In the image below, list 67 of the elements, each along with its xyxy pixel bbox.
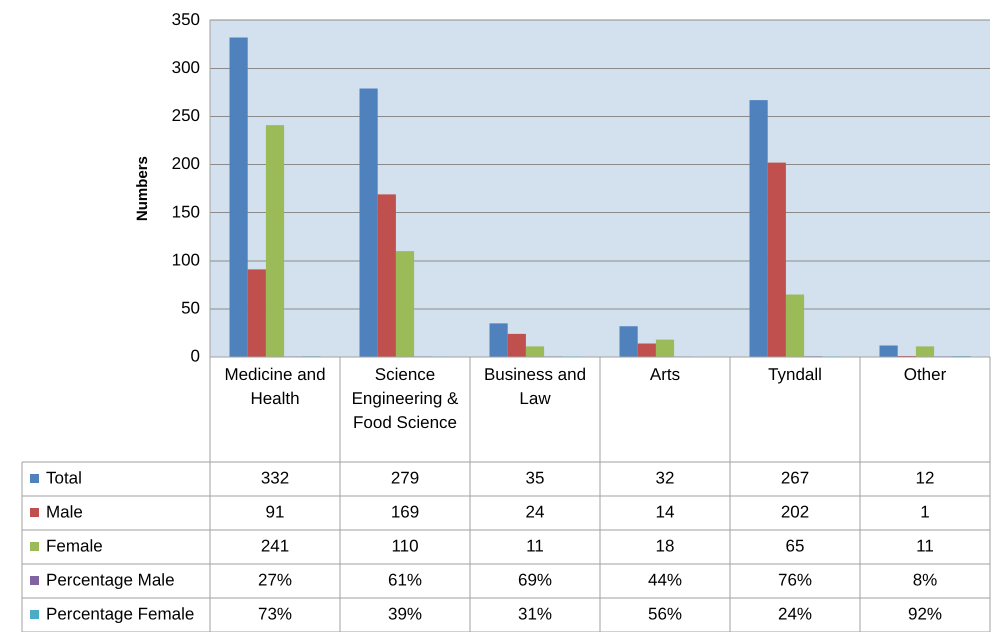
legend-label: Total: [46, 468, 82, 488]
x-tick-label: Business and Law: [484, 365, 586, 408]
data-label: 8%: [912, 570, 938, 590]
bar: [378, 194, 396, 356]
data-label: 267: [780, 468, 810, 488]
bar: [638, 344, 656, 356]
bar: [656, 340, 674, 356]
y-tick-label: 350: [172, 10, 200, 29]
data-label: 12: [916, 468, 934, 488]
bar: [396, 251, 414, 356]
y-tick-label: 50: [181, 298, 200, 318]
x-tick-label: Science Engineering & Food Science: [352, 365, 460, 432]
data-label: 32: [656, 468, 674, 488]
data-label: 11: [916, 536, 934, 556]
bar: [526, 346, 544, 356]
data-label: 27%: [258, 570, 292, 590]
data-label: 202: [780, 502, 810, 522]
legend-label: Male: [46, 502, 83, 522]
y-tick-label: 200: [172, 154, 200, 174]
x-tick-label: Tyndall: [768, 365, 822, 384]
legend-label: Percentage Female: [46, 604, 194, 624]
data-label: 76%: [778, 570, 812, 590]
data-label: 65: [786, 536, 804, 556]
data-label: 44%: [648, 570, 682, 590]
legend-label: Female: [46, 536, 103, 556]
data-label: 14: [656, 502, 674, 522]
data-label: 332: [260, 468, 290, 488]
data-label: 1: [920, 502, 930, 522]
bar: [768, 162, 786, 356]
y-tick-label: 100: [172, 250, 200, 270]
bar: [880, 345, 898, 356]
data-label: 91: [266, 502, 284, 522]
x-tick-label: Medicine and Health: [224, 365, 326, 408]
data-label: 24%: [778, 604, 812, 624]
data-label: 169: [390, 502, 420, 522]
bar: [786, 294, 804, 356]
bar: [266, 125, 284, 356]
data-label: 31%: [518, 604, 552, 624]
bar: [490, 323, 508, 356]
y-axis-title: Numbers: [134, 156, 152, 222]
data-label: 92%: [908, 604, 942, 624]
data-label: 110: [391, 536, 419, 556]
legend-label: Percentage Male: [46, 570, 175, 590]
data-label: 35: [526, 468, 544, 488]
data-label: 18: [656, 536, 674, 556]
bar: [248, 269, 266, 356]
data-label: 69%: [518, 570, 552, 590]
bar: [230, 38, 248, 356]
data-label: 24: [526, 502, 544, 522]
bar: [916, 346, 934, 356]
bar: [360, 88, 378, 356]
x-tick-label: Arts: [650, 365, 680, 384]
bar: [620, 326, 638, 356]
data-label: 56%: [648, 604, 682, 624]
data-label: 39%: [388, 604, 422, 624]
y-tick-label: 0: [190, 346, 200, 366]
data-label: 61%: [388, 570, 422, 590]
data-label: 73%: [258, 604, 292, 624]
data-label: 11: [526, 536, 544, 556]
bar: [750, 100, 768, 356]
y-tick-label: 150: [172, 202, 200, 222]
y-tick-label: 250: [172, 106, 200, 126]
x-tick-label: Other: [904, 365, 947, 384]
data-label: 241: [260, 536, 290, 556]
data-label: 279: [390, 468, 420, 488]
y-tick-label: 300: [172, 58, 200, 77]
bar: [508, 334, 526, 356]
